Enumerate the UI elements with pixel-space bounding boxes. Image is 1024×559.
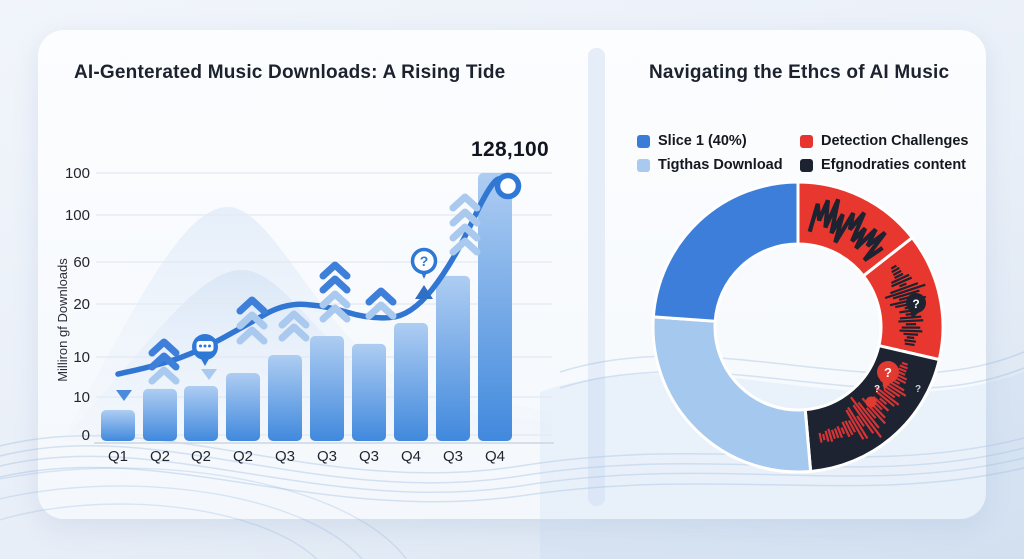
bar — [394, 323, 428, 441]
wave-line — [0, 455, 1024, 494]
chevron-up-icon — [236, 326, 268, 345]
x-tick-label: Q3 — [359, 448, 379, 465]
donut-chart — [651, 180, 945, 474]
wave-ring — [0, 485, 363, 559]
bar — [310, 335, 344, 441]
x-tick-label: Q2 — [150, 448, 170, 465]
y-tick-label: 20 — [73, 296, 90, 313]
question-balloon-icon: ? — [906, 293, 926, 319]
chevron-up-icon — [449, 193, 481, 212]
bar — [226, 373, 260, 441]
left-chart-title: AI-Genterated Music Downloads: A Rising … — [74, 62, 506, 83]
chevron-up-icon — [278, 310, 310, 329]
question-balloon-icon: ? — [410, 247, 438, 279]
question-mark-icon: ? — [915, 384, 921, 395]
x-tick-label: Q1 — [108, 448, 128, 465]
y-tick-label: 100 — [65, 165, 90, 182]
chevron-up-icon — [236, 296, 268, 315]
legend-label: Tigthas Download — [658, 157, 783, 173]
x-tick-label: Q2 — [233, 448, 253, 465]
triangle-down-icon — [116, 390, 132, 401]
legend-swatch — [637, 158, 650, 172]
right-chart-title: Navigating the Ethcs of AI Music — [649, 62, 950, 83]
legend-swatch — [637, 134, 650, 148]
y-tick-label: 10 — [73, 349, 90, 366]
svg-text:?: ? — [912, 297, 919, 311]
left-chart-icons: ? — [116, 193, 481, 401]
y-tick-label: 0 — [82, 427, 90, 444]
audio-waveform-icon — [818, 361, 909, 443]
wave-line — [0, 466, 1024, 503]
wave-line — [0, 445, 1024, 484]
svg-text:?: ? — [884, 365, 892, 380]
x-tick-label: Q2 — [191, 448, 211, 465]
chevron-up-icon — [236, 311, 268, 330]
x-tick-label: Q3 — [317, 448, 337, 465]
x-tick-label: Q4 — [401, 448, 421, 465]
legend-label: Detection Challenges — [821, 133, 969, 149]
chat-bubble-icon — [192, 334, 218, 366]
panel-divider — [588, 48, 605, 506]
legend-item: Slice 1 (40%) — [637, 130, 800, 152]
legend-label: Slice 1 (40%) — [658, 133, 747, 149]
donut-legend: Slice 1 (40%) Tigthas Download Detection C… — [637, 130, 968, 176]
bar — [184, 385, 218, 441]
triangle-down-icon — [201, 369, 217, 380]
legend-label: Efgnodraties content — [821, 157, 967, 173]
legend-swatch — [800, 158, 813, 172]
chevron-up-icon — [319, 304, 351, 323]
donut-segment — [651, 180, 800, 323]
bar — [101, 410, 135, 441]
legend-item: Efgnodraties content — [800, 154, 968, 176]
bar — [143, 388, 177, 441]
y-tick-label: 60 — [73, 254, 90, 271]
chevron-up-icon — [365, 301, 397, 320]
bar — [436, 275, 470, 441]
chevron-up-icon — [365, 287, 397, 306]
y-tick-label: 10 — [73, 389, 90, 406]
chevron-up-icon — [449, 237, 481, 256]
wave-ring — [0, 467, 407, 559]
peak-value-annotation: 128,100 — [470, 138, 549, 161]
chevron-up-icon — [278, 323, 310, 342]
chevron-up-icon — [319, 290, 351, 309]
waveform-zigzag-icon — [807, 198, 887, 262]
legend-item: Tigthas Download — [637, 154, 800, 176]
x-tick-label: Q3 — [443, 448, 463, 465]
chevron-up-icon — [148, 352, 180, 371]
donut-textures: ???? — [807, 198, 927, 443]
bar — [268, 355, 302, 441]
chevron-up-icon — [449, 208, 481, 227]
bar — [352, 343, 386, 441]
chevron-up-icon — [148, 366, 180, 385]
legend-swatch — [800, 134, 813, 148]
question-balloon-icon: ? — [877, 361, 899, 390]
chevron-up-icon — [319, 275, 351, 294]
y-axis-label: Milliron gf Downloads — [55, 258, 70, 382]
wave-ring — [0, 503, 318, 559]
triangle-up-icon — [415, 285, 433, 299]
x-tick-label: Q3 — [275, 448, 295, 465]
legend-item: Detection Challenges — [800, 130, 968, 152]
left-chart-bars — [101, 173, 512, 441]
chevron-up-icon — [319, 261, 351, 280]
wave-line — [559, 351, 1024, 375]
chevron-up-icon — [449, 223, 481, 242]
question-mark-icon: ? — [874, 384, 880, 395]
y-tick-label: 100 — [65, 207, 90, 224]
wave-line — [559, 367, 1024, 390]
donut-segment — [651, 315, 813, 474]
svg-text:?: ? — [420, 253, 429, 269]
ring-marker-icon — [494, 172, 522, 200]
chevron-up-icon — [148, 338, 180, 357]
x-tick-label: Q4 — [485, 448, 505, 465]
bar — [478, 173, 512, 441]
dot-balloon-icon — [865, 396, 877, 408]
